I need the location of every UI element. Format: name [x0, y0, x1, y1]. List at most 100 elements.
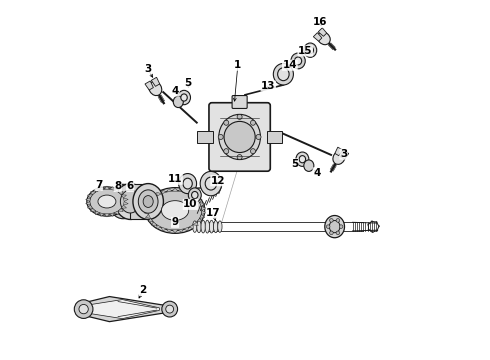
Text: 12: 12 — [211, 176, 225, 186]
Ellipse shape — [192, 192, 198, 199]
Polygon shape — [152, 222, 157, 225]
Text: 8: 8 — [114, 181, 122, 192]
Polygon shape — [148, 199, 153, 203]
Polygon shape — [87, 195, 93, 198]
Circle shape — [330, 231, 333, 235]
Ellipse shape — [325, 216, 344, 238]
Ellipse shape — [161, 201, 189, 220]
Text: 2: 2 — [139, 285, 147, 296]
Ellipse shape — [148, 190, 202, 231]
FancyBboxPatch shape — [232, 95, 247, 108]
FancyBboxPatch shape — [209, 103, 270, 171]
Ellipse shape — [294, 57, 302, 65]
Text: 11: 11 — [168, 174, 182, 184]
Polygon shape — [167, 229, 172, 233]
Ellipse shape — [273, 63, 294, 85]
Polygon shape — [199, 215, 205, 219]
Ellipse shape — [183, 178, 192, 189]
Polygon shape — [318, 28, 327, 36]
Polygon shape — [313, 33, 322, 41]
Ellipse shape — [205, 220, 210, 233]
Circle shape — [237, 154, 242, 159]
Polygon shape — [118, 192, 123, 195]
Text: 15: 15 — [298, 46, 313, 56]
Ellipse shape — [181, 94, 187, 101]
Polygon shape — [100, 213, 104, 216]
Circle shape — [74, 300, 93, 319]
Polygon shape — [197, 219, 202, 222]
Ellipse shape — [146, 188, 205, 233]
Ellipse shape — [296, 152, 309, 166]
Text: 3: 3 — [144, 64, 151, 74]
Polygon shape — [144, 206, 149, 211]
Polygon shape — [151, 77, 160, 86]
Circle shape — [326, 225, 330, 228]
Text: 7: 7 — [95, 180, 102, 190]
Ellipse shape — [173, 96, 183, 108]
Polygon shape — [122, 205, 126, 208]
Ellipse shape — [333, 151, 345, 165]
Ellipse shape — [299, 156, 306, 163]
Circle shape — [330, 219, 333, 222]
Polygon shape — [91, 192, 96, 195]
Ellipse shape — [200, 171, 221, 196]
Ellipse shape — [205, 177, 217, 190]
Polygon shape — [114, 189, 119, 192]
Polygon shape — [193, 222, 198, 225]
Ellipse shape — [193, 221, 197, 232]
Bar — [130, 184, 147, 220]
Polygon shape — [95, 211, 100, 215]
Ellipse shape — [179, 174, 196, 194]
Text: 14: 14 — [283, 60, 297, 70]
Polygon shape — [189, 192, 194, 196]
Polygon shape — [95, 189, 100, 192]
Ellipse shape — [304, 43, 317, 57]
Polygon shape — [86, 198, 91, 202]
Bar — [197, 131, 213, 143]
Ellipse shape — [121, 190, 140, 213]
Polygon shape — [145, 81, 153, 90]
Polygon shape — [201, 206, 206, 211]
Polygon shape — [178, 189, 183, 192]
Ellipse shape — [138, 190, 158, 213]
Ellipse shape — [201, 220, 205, 233]
Circle shape — [224, 149, 229, 154]
Text: 10: 10 — [183, 199, 198, 210]
Ellipse shape — [214, 221, 218, 233]
Ellipse shape — [291, 53, 305, 69]
Polygon shape — [148, 219, 153, 222]
Circle shape — [250, 120, 255, 125]
Circle shape — [256, 134, 261, 139]
Polygon shape — [183, 190, 189, 194]
Ellipse shape — [115, 192, 131, 211]
Text: 5: 5 — [291, 159, 298, 169]
Circle shape — [250, 149, 255, 154]
Text: 4: 4 — [172, 86, 179, 96]
Text: 17: 17 — [206, 208, 221, 218]
Ellipse shape — [197, 221, 201, 233]
Text: 16: 16 — [313, 17, 327, 27]
Circle shape — [79, 305, 88, 314]
Circle shape — [237, 114, 242, 120]
Ellipse shape — [115, 184, 146, 220]
Polygon shape — [199, 203, 205, 206]
Ellipse shape — [149, 81, 162, 96]
Polygon shape — [109, 186, 114, 190]
Polygon shape — [341, 150, 349, 159]
Polygon shape — [84, 297, 170, 321]
Ellipse shape — [177, 90, 191, 105]
Circle shape — [218, 134, 223, 139]
Polygon shape — [144, 211, 149, 215]
Ellipse shape — [143, 195, 153, 207]
Polygon shape — [172, 230, 178, 233]
Ellipse shape — [98, 195, 116, 208]
Polygon shape — [104, 186, 109, 189]
Polygon shape — [172, 188, 178, 191]
Ellipse shape — [90, 189, 124, 215]
Polygon shape — [109, 213, 114, 216]
Ellipse shape — [318, 32, 330, 45]
Polygon shape — [91, 300, 159, 319]
Polygon shape — [104, 214, 109, 217]
Text: 9: 9 — [172, 217, 179, 227]
Polygon shape — [123, 198, 128, 202]
